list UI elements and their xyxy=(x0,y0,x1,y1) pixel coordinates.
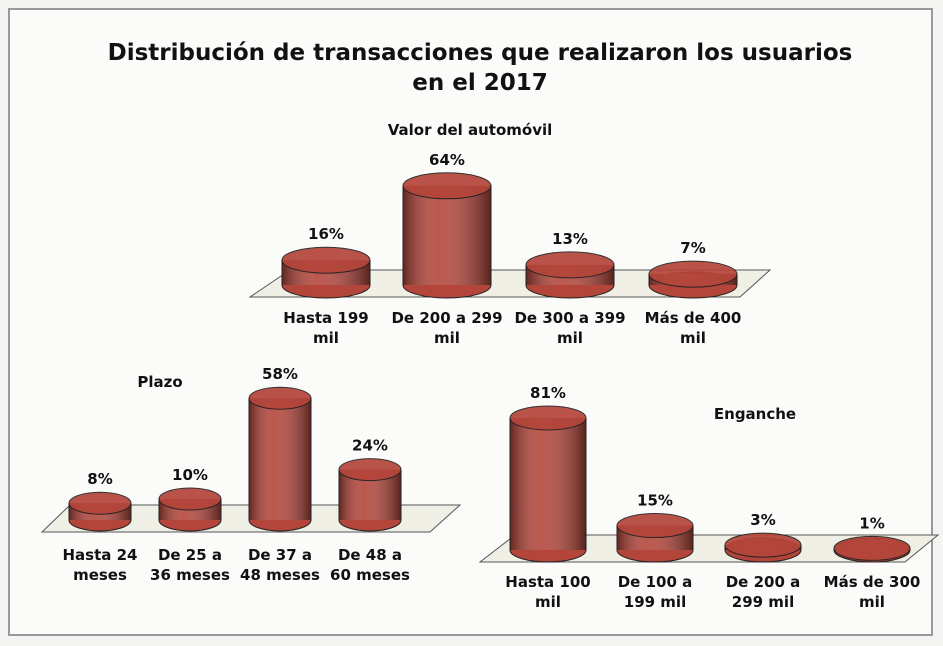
cylinder-bar xyxy=(616,513,694,563)
cylinder-top xyxy=(525,251,615,279)
value-label: 7% xyxy=(680,239,705,257)
cylinder-top xyxy=(68,491,132,515)
value-label: 16% xyxy=(308,225,344,243)
cylinder-top xyxy=(833,535,911,561)
cylinder-top xyxy=(248,386,312,410)
value-label: 13% xyxy=(552,230,588,248)
value-label: 8% xyxy=(87,470,112,488)
category-label: De 100 a 199 mil xyxy=(617,573,693,611)
cylinder-bar xyxy=(525,251,615,299)
cylinder-top xyxy=(648,260,738,288)
cylinder-bar xyxy=(648,260,738,299)
cylinder-bar xyxy=(724,532,802,563)
value-label: 3% xyxy=(750,511,775,529)
category-label: De 25 a 36 meses xyxy=(150,546,230,584)
category-label: Hasta 100 mil xyxy=(505,573,591,611)
value-label: 24% xyxy=(352,437,388,455)
category-label: Hasta 24 meses xyxy=(62,546,138,584)
cylinder-shade xyxy=(403,185,491,285)
cylinder-top xyxy=(402,172,492,200)
chart-title: Valor del automóvil xyxy=(387,121,553,139)
cylinder-bar xyxy=(248,386,312,532)
category-label: Más de 400 mil xyxy=(644,309,742,347)
cylinder-top xyxy=(509,405,587,431)
category-label: De 48 a 60 meses xyxy=(330,546,410,584)
cylinder-bar xyxy=(509,405,587,563)
value-label: 64% xyxy=(429,151,465,169)
cylinder-bar xyxy=(402,172,492,299)
chart-title: Plazo xyxy=(137,373,183,391)
value-label: 81% xyxy=(530,384,566,402)
category-label: Hasta 199 mil xyxy=(283,309,369,347)
chart-title: Enganche xyxy=(713,405,797,423)
value-label: 15% xyxy=(637,492,673,510)
cylinder-shade xyxy=(249,398,311,520)
cylinder-bar xyxy=(68,491,132,532)
cylinder-top xyxy=(338,458,402,482)
value-label: 10% xyxy=(172,466,208,484)
category-label: De 300 a 399 mil xyxy=(514,309,626,347)
cylinder-bar xyxy=(281,246,371,299)
cylinder-top xyxy=(158,487,222,511)
cylinder-top xyxy=(281,246,371,274)
value-label: 1% xyxy=(859,514,884,532)
cylinder-shade xyxy=(510,417,586,550)
category-label: De 200 a 299 mil xyxy=(391,309,503,347)
cylinder-bar xyxy=(833,535,911,563)
category-label: De 200 a 299 mil xyxy=(725,573,801,611)
cylinder-bar xyxy=(338,458,402,532)
main-title: Distribución de transacciones que realiz… xyxy=(107,40,853,96)
category-label: Más de 300 mil xyxy=(823,573,921,611)
value-label: 58% xyxy=(262,365,298,383)
category-label: De 37 a 48 meses xyxy=(240,546,320,584)
cylinder-top xyxy=(616,513,694,539)
cylinder-bar xyxy=(158,487,222,532)
cylinder-top xyxy=(724,532,802,558)
